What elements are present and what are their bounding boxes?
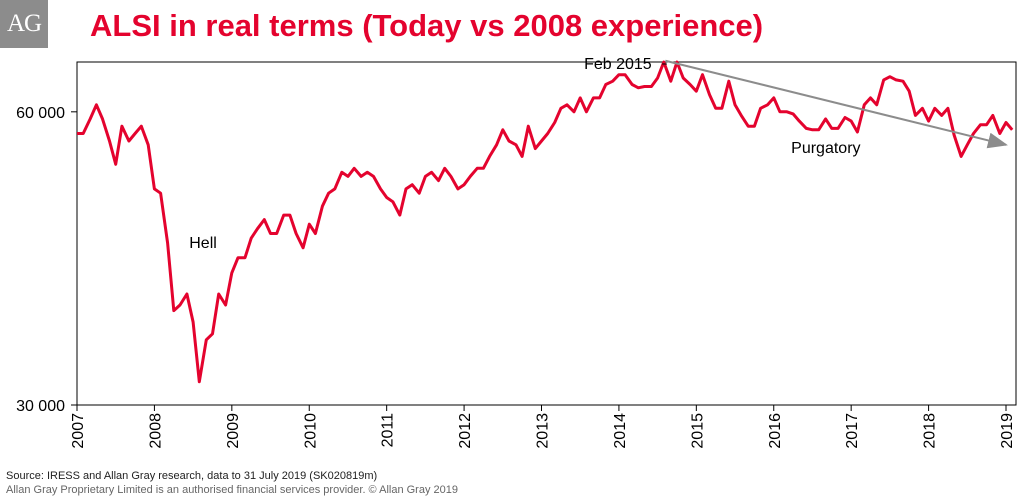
x-tick-label: 2015 bbox=[689, 413, 706, 449]
x-tick-label: 2014 bbox=[612, 413, 629, 449]
x-tick-label: 2011 bbox=[380, 413, 397, 448]
alsi-series-line bbox=[77, 60, 1014, 384]
source-note: Source: IRESS and Allan Gray research, d… bbox=[6, 470, 378, 482]
annotation-purgatory: Purgatory bbox=[791, 140, 860, 157]
x-tick-label: 2018 bbox=[922, 413, 939, 449]
chart-svg: 30 000 60 000 2007 2008 2009 2010 2011 2012 2013… bbox=[16, 56, 1017, 449]
y-tick-label: 60 000 bbox=[16, 105, 65, 122]
x-tick-label: 2007 bbox=[70, 413, 87, 449]
x-tick-label: 2009 bbox=[225, 413, 242, 449]
x-tick-label: 2010 bbox=[302, 413, 319, 449]
annotation-feb-2015: Feb 2015 bbox=[584, 56, 652, 73]
x-tick-label: 2017 bbox=[844, 413, 861, 449]
allan-gray-logo: AG bbox=[0, 0, 48, 48]
chart-title: ALSI in real terms (Today vs 2008 experi… bbox=[90, 8, 764, 43]
x-tick-label: 2012 bbox=[457, 413, 474, 449]
x-tick-label: 2013 bbox=[535, 413, 552, 449]
y-tick-label: 30 000 bbox=[16, 398, 65, 415]
annotation-hell: Hell bbox=[189, 235, 217, 252]
x-tick-label: 2016 bbox=[767, 413, 784, 449]
disclaimer-note: Allan Gray Proprietary Limited is an aut… bbox=[6, 484, 458, 496]
x-tick-label: 2019 bbox=[999, 413, 1016, 449]
x-tick-label: 2008 bbox=[147, 413, 164, 449]
plot-frame bbox=[76, 61, 1017, 406]
trend-arrow bbox=[665, 59, 1008, 149]
